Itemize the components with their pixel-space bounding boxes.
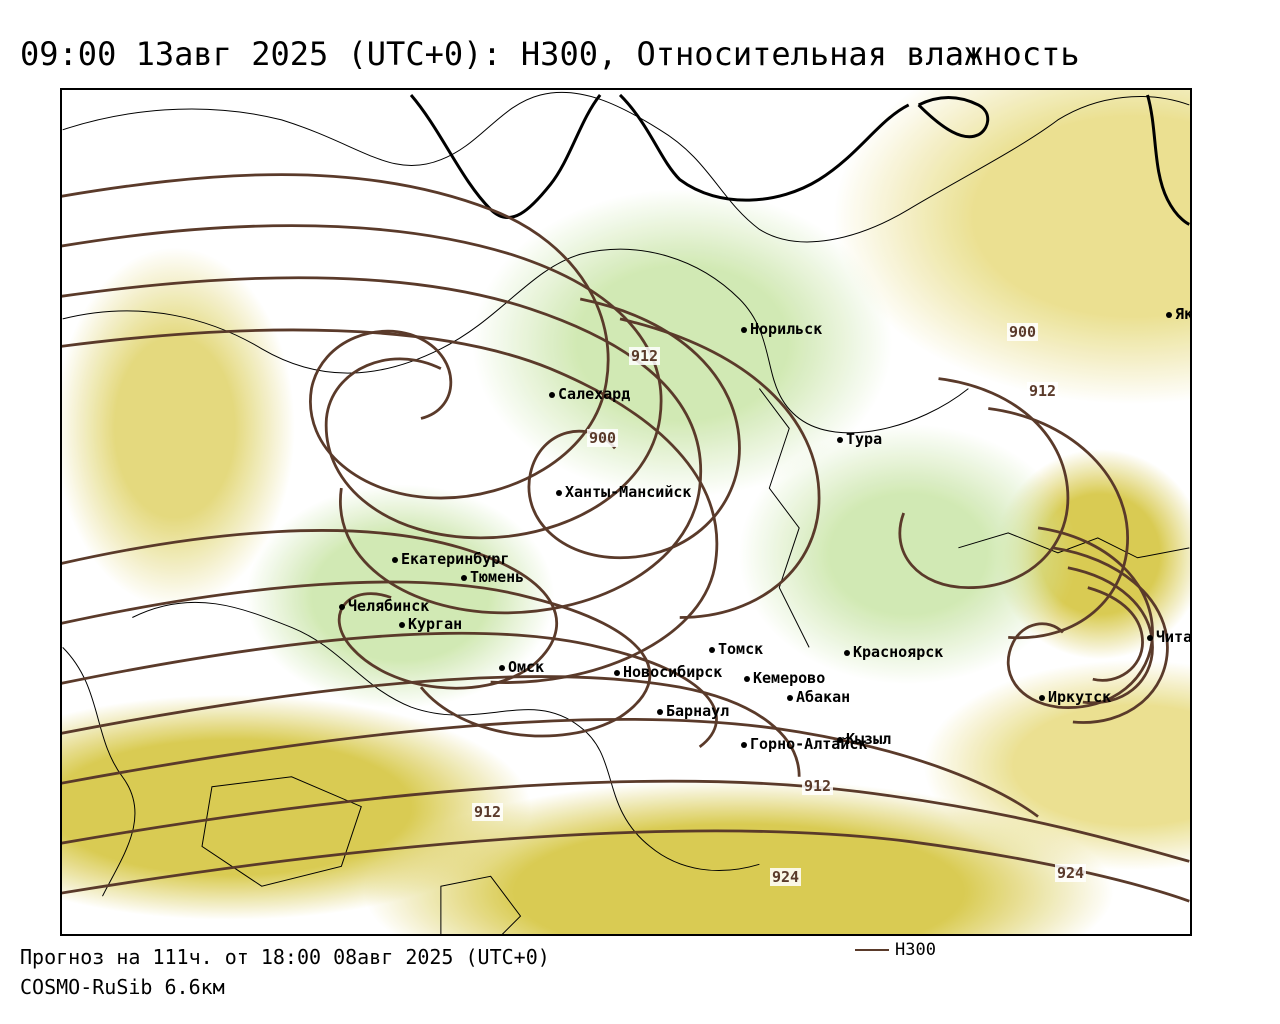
- city-label-тура: Тура: [846, 430, 882, 448]
- city-marker-10: [614, 670, 620, 676]
- city-label-салехард: Салехард: [558, 385, 630, 403]
- city-marker-4: [556, 490, 562, 496]
- city-marker-1: [1166, 312, 1172, 318]
- city-label-якутск: Якутск: [1175, 305, 1192, 323]
- city-label-иркутск: Иркутск: [1048, 688, 1111, 706]
- city-marker-7: [339, 604, 345, 610]
- city-marker-12: [744, 676, 750, 682]
- h300-line-swatch: [855, 949, 889, 951]
- h300-contour-label: 912: [802, 777, 833, 795]
- city-label-курган: Курган: [408, 615, 462, 633]
- city-marker-8: [399, 622, 405, 628]
- h300-contour-label: 912: [1027, 382, 1058, 400]
- city-label-тюмень: Тюмень: [470, 568, 524, 586]
- city-marker-6: [461, 575, 467, 581]
- city-label-барнаул: Барнаул: [666, 702, 729, 720]
- city-label-красноярск: Красноярск: [853, 643, 943, 661]
- city-marker-16: [741, 742, 747, 748]
- city-marker-19: [1147, 635, 1153, 641]
- city-marker-11: [709, 647, 715, 653]
- h300-contour-label: 912: [629, 347, 660, 365]
- city-label-ханты-мансийск: Ханты-Мансийск: [565, 483, 691, 501]
- city-label-омск: Омск: [508, 658, 544, 676]
- city-marker-13: [844, 650, 850, 656]
- city-marker-3: [837, 437, 843, 443]
- city-marker-15: [657, 709, 663, 715]
- h300-contour-label: 936: [607, 935, 638, 936]
- h300-contour-label: 924: [1055, 864, 1086, 882]
- city-marker-17: [837, 737, 843, 743]
- city-label-абакан: Абакан: [796, 688, 850, 706]
- city-label-екатеринбург: Екатеринбург: [401, 550, 509, 568]
- city-marker-2: [549, 392, 555, 398]
- city-marker-14: [787, 695, 793, 701]
- city-label-новосибирск: Новосибирск: [623, 663, 722, 681]
- city-label-чита: Чита: [1156, 628, 1192, 646]
- forecast-line: Прогноз на 111ч. от 18:00 08авг 2025 (UT…: [20, 942, 550, 972]
- h300-legend-label: H300: [895, 940, 936, 960]
- city-marker-18: [1039, 695, 1045, 701]
- city-label-томск: Томск: [718, 640, 763, 658]
- city-label-кызыл: Кызыл: [846, 730, 891, 748]
- city-label-норильск: Норильск: [750, 320, 822, 338]
- h300-contour-label: 924: [770, 868, 801, 886]
- city-label-кемерово: Кемерово: [753, 669, 825, 687]
- city-marker-9: [499, 665, 505, 671]
- h300-contour-label: 900: [587, 429, 618, 447]
- footer-info: Прогноз на 111ч. от 18:00 08авг 2025 (UT…: [20, 942, 550, 1002]
- h300-contour-label: 912: [472, 803, 503, 821]
- page-title: 09:00 13авг 2025 (UTC+0): H300, Относите…: [20, 35, 1080, 73]
- map-panel: 900912912900912912912924924936936912 Нор…: [60, 88, 1192, 936]
- h300-contour-label: 900: [1007, 323, 1038, 341]
- city-marker-5: [392, 557, 398, 563]
- model-line: COSMO-RuSib 6.6км: [20, 972, 550, 1002]
- h300-legend: H300: [855, 940, 936, 960]
- city-label-челябинск: Челябинск: [348, 597, 429, 615]
- h300-contours: [62, 90, 1190, 934]
- city-marker-0: [741, 327, 747, 333]
